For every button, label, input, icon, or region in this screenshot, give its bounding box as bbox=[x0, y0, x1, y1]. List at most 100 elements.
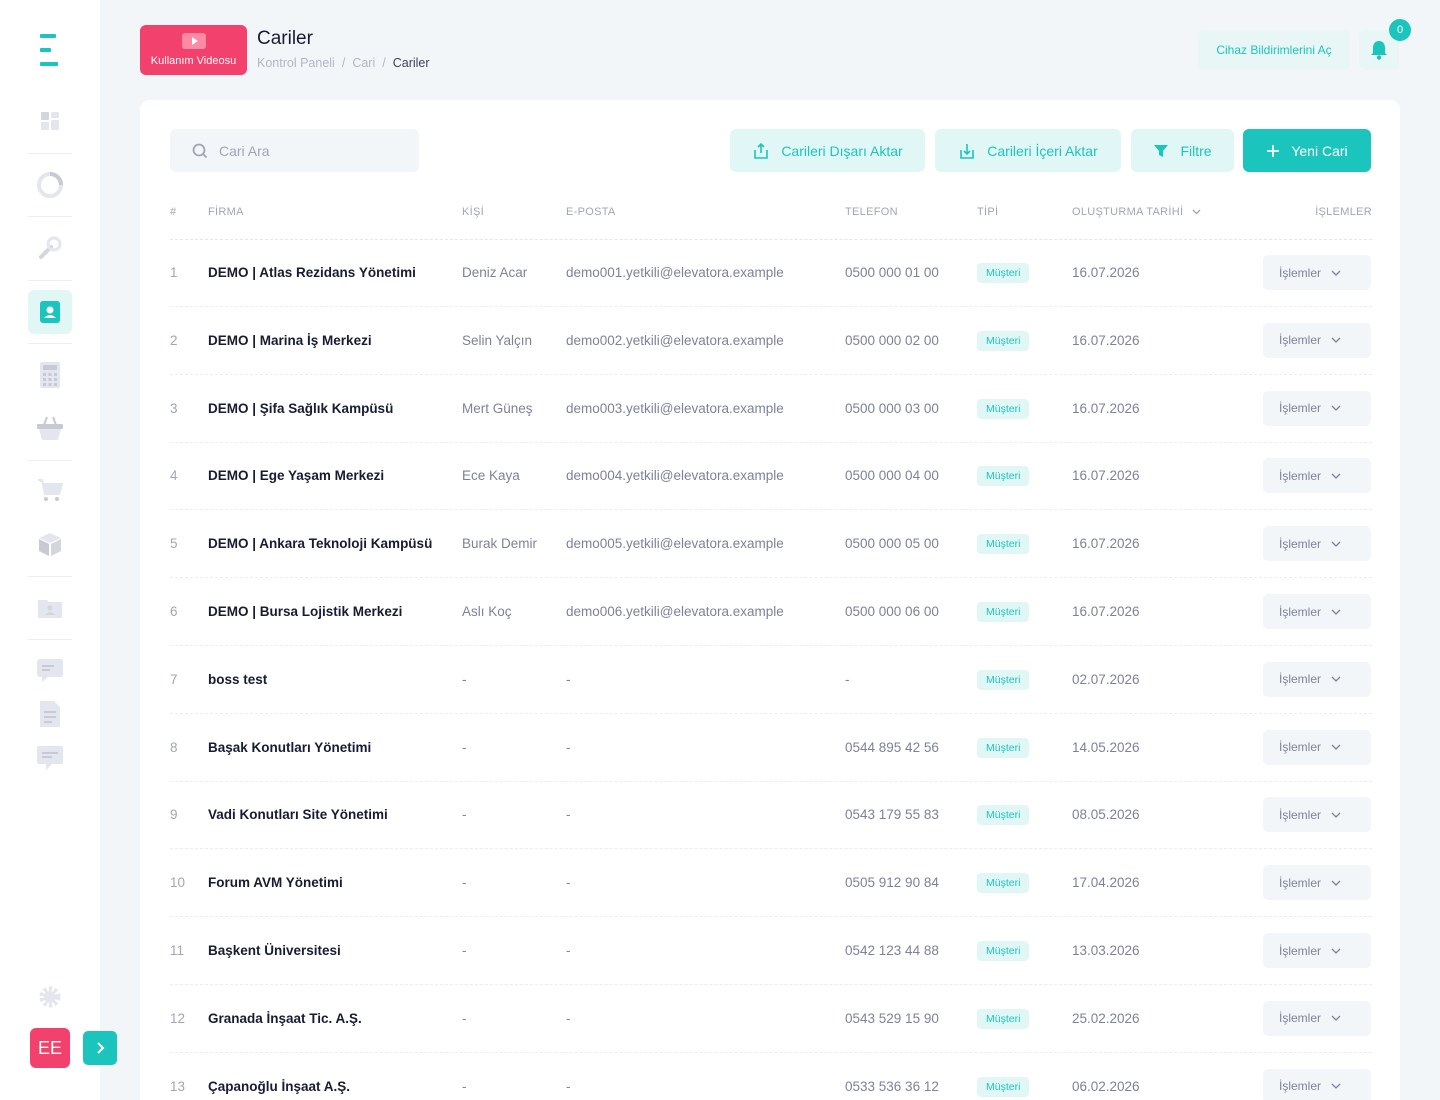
calculator-icon[interactable] bbox=[28, 353, 72, 397]
table-row[interactable]: 13 Çapanoğlu İnşaat A.Ş. - - 0533 536 36 12 0… bbox=[170, 1053, 1372, 1100]
row-actions-dropdown[interactable]: İşlemler bbox=[1263, 322, 1371, 358]
chevron-down-icon bbox=[1331, 676, 1341, 683]
chart-icon[interactable] bbox=[28, 163, 72, 207]
row-actions-dropdown[interactable]: İşlemler bbox=[1263, 797, 1371, 833]
row-person: - bbox=[462, 739, 467, 755]
row-email: - bbox=[566, 943, 571, 958]
sidebar-expand-button[interactable] bbox=[83, 1031, 117, 1065]
column-header-created-date[interactable]: OLUŞTURMA TARİHİ bbox=[1072, 206, 1201, 218]
row-index: 1 bbox=[170, 265, 178, 280]
row-index: 10 bbox=[170, 875, 186, 891]
table-row[interactable]: 5 DEMO | Ankara Teknoloji Kampüsü Burak De… bbox=[170, 510, 1372, 579]
row-actions-dropdown[interactable]: İşlemler bbox=[1263, 933, 1371, 968]
row-type-badge: Müşteri bbox=[977, 534, 1030, 555]
row-firm-name: Başkent Üniversitesi bbox=[208, 943, 341, 958]
row-email: - bbox=[566, 1078, 571, 1094]
row-index: 8 bbox=[170, 739, 178, 755]
row-created-date: 17.04.2026 bbox=[1072, 875, 1140, 891]
row-email: demo002.yetkili@elevatora.example bbox=[566, 332, 784, 348]
row-person: - bbox=[462, 875, 467, 891]
column-header-firm[interactable]: FİRMA bbox=[208, 206, 244, 218]
table-row[interactable]: 11 Başkent Üniversitesi - - 0542 123 44 88 13… bbox=[170, 917, 1372, 985]
table-row[interactable]: 4 DEMO | Ege Yaşam Merkezi Ece Kaya demo004… bbox=[170, 442, 1372, 511]
row-firm-name: Forum AVM Yönetimi bbox=[208, 875, 343, 891]
import-icon bbox=[960, 143, 975, 159]
column-header-type[interactable]: TİPİ bbox=[977, 206, 999, 218]
box-icon[interactable] bbox=[28, 522, 72, 566]
row-email: - bbox=[566, 875, 571, 891]
comment-icon[interactable] bbox=[28, 736, 72, 780]
row-index: 12 bbox=[170, 1010, 186, 1026]
breadcrumb-item-cari[interactable]: Cari bbox=[352, 56, 376, 70]
table-row[interactable]: 2 DEMO | Marina İş Merkezi Selin Yalçın dem… bbox=[170, 307, 1372, 375]
search-input[interactable] bbox=[219, 142, 399, 159]
row-index: 3 bbox=[170, 400, 178, 416]
row-phone: 0500 000 06 00 bbox=[845, 604, 939, 619]
table-row[interactable]: 7 boss test - - - 02.07.2026 Müşteri İşlemler bbox=[170, 646, 1372, 714]
row-actions-dropdown[interactable]: İşlemler bbox=[1263, 458, 1371, 494]
row-created-date: 14.05.2026 bbox=[1072, 739, 1140, 755]
breadcrumb: Kontrol Paneli / Cari / Cariler bbox=[257, 56, 430, 70]
chevron-down-icon bbox=[1331, 405, 1341, 412]
contacts-icon[interactable] bbox=[28, 290, 72, 334]
row-actions-dropdown[interactable]: İşlemler bbox=[1263, 1000, 1371, 1036]
row-actions-dropdown[interactable]: İşlemler bbox=[1263, 594, 1371, 629]
row-index: 5 bbox=[170, 536, 178, 552]
column-header-phone[interactable]: TELEFON bbox=[845, 206, 898, 218]
table-row[interactable]: 6 DEMO | Bursa Lojistik Merkezi Aslı Koç de… bbox=[170, 578, 1372, 646]
row-phone: - bbox=[845, 671, 850, 687]
row-actions-dropdown[interactable]: İşlemler bbox=[1263, 1068, 1371, 1100]
app-logo[interactable] bbox=[40, 34, 58, 66]
table-row[interactable]: 9 Vadi Konutları Site Yönetimi - - 0543 179 … bbox=[170, 781, 1372, 850]
column-header-index: # bbox=[170, 206, 177, 218]
dashboard-icon[interactable] bbox=[28, 99, 72, 143]
user-avatar[interactable]: EE bbox=[30, 1028, 70, 1068]
table-row[interactable]: 8 Başak Konutları Yönetimi - - 0544 895 42 5… bbox=[170, 714, 1372, 782]
settings-gear-icon[interactable] bbox=[28, 975, 72, 1019]
row-firm-name: Vadi Konutları Site Yönetimi bbox=[208, 807, 388, 823]
basket-icon[interactable] bbox=[28, 406, 72, 450]
usage-video-button[interactable]: Kullanım Videosu bbox=[140, 25, 247, 75]
row-actions-dropdown[interactable]: İşlemler bbox=[1263, 255, 1371, 290]
folder-icon[interactable] bbox=[28, 586, 72, 630]
row-type-badge: Müşteri bbox=[977, 1008, 1030, 1029]
row-actions-dropdown[interactable]: İşlemler bbox=[1263, 865, 1371, 901]
new-contact-button[interactable]: Yeni Cari bbox=[1243, 129, 1371, 172]
chevron-down-icon bbox=[1331, 812, 1341, 818]
row-actions-dropdown[interactable]: İşlemler bbox=[1263, 661, 1371, 697]
table-row[interactable]: 1 DEMO | Atlas Rezidans Yönetimi Deniz Aca… bbox=[170, 239, 1372, 307]
export-button[interactable]: Carileri Dışarı Aktar bbox=[730, 129, 925, 172]
device-notifications-button[interactable]: Cihaz Bildirimlerini Aç bbox=[1198, 30, 1350, 70]
row-created-date: 16.07.2026 bbox=[1072, 332, 1140, 348]
row-actions-dropdown[interactable]: İşlemler bbox=[1263, 390, 1371, 426]
document-icon[interactable] bbox=[28, 692, 72, 736]
row-firm-name: DEMO | Şifa Sağlık Kampüsü bbox=[208, 400, 394, 416]
row-phone: 0505 912 90 84 bbox=[845, 875, 939, 891]
table-row[interactable]: 12 Granada İnşaat Tic. A.Ş. - - 0543 529 15 … bbox=[170, 985, 1372, 1053]
table-row[interactable]: 10 Forum AVM Yönetimi - - 0505 912 90 84 17.0… bbox=[170, 849, 1372, 918]
filter-button[interactable]: Filtre bbox=[1131, 129, 1234, 172]
chevron-down-icon bbox=[1331, 337, 1341, 344]
chevron-down-icon bbox=[1331, 541, 1341, 547]
row-phone: 0543 529 15 90 bbox=[845, 1010, 939, 1026]
breadcrumb-item-dashboard[interactable]: Kontrol Paneli bbox=[257, 56, 335, 70]
row-actions-dropdown[interactable]: İşlemler bbox=[1263, 526, 1371, 562]
sidebar: EE bbox=[0, 0, 100, 1100]
bell-icon bbox=[1371, 41, 1387, 60]
message-icon[interactable] bbox=[28, 648, 72, 692]
chevron-down-icon bbox=[1331, 473, 1341, 479]
import-button[interactable]: Carileri İçeri Aktar bbox=[935, 129, 1121, 172]
column-header-person[interactable]: KİŞİ bbox=[462, 206, 484, 218]
column-header-email[interactable]: E-POSTA bbox=[566, 206, 616, 218]
page-title: Cariler bbox=[257, 28, 313, 49]
cart-icon[interactable] bbox=[28, 468, 72, 512]
search-box[interactable] bbox=[170, 129, 419, 172]
row-created-date: 16.07.2026 bbox=[1072, 468, 1140, 484]
row-person: - bbox=[462, 807, 467, 823]
table-row[interactable]: 3 DEMO | Şifa Sağlık Kampüsü Mert Güneş dem… bbox=[170, 375, 1372, 443]
row-firm-name: DEMO | Ankara Teknoloji Kampüsü bbox=[208, 536, 433, 552]
wrench-icon[interactable] bbox=[28, 226, 72, 270]
row-created-date: 16.07.2026 bbox=[1072, 265, 1140, 280]
row-person: - bbox=[462, 1010, 467, 1026]
row-actions-dropdown[interactable]: İşlemler bbox=[1263, 729, 1371, 765]
